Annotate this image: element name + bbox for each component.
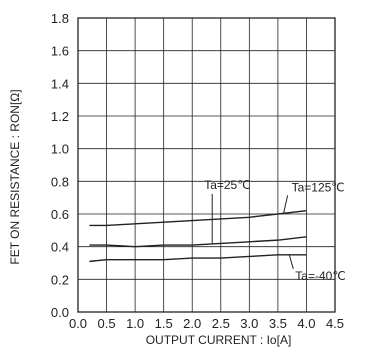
x-tick-label: 4.5 <box>326 316 344 331</box>
y-tick-label: 1.0 <box>51 142 69 157</box>
y-tick-label: 1.6 <box>51 44 69 59</box>
x-tick-label: 1.5 <box>155 316 173 331</box>
y-tick-label: 1.8 <box>51 11 69 26</box>
x-tick-label: 0.0 <box>69 316 87 331</box>
series-lines <box>89 210 307 263</box>
y-tick-labels: 0.0 0.2 0.4 0.6 0.8 1.0 1.2 1.4 1.6 1.8 <box>51 11 69 320</box>
plot-frame <box>77 17 336 313</box>
series-annotation: Ta=-40℃ <box>295 269 346 283</box>
y-tick-label: 0.4 <box>51 240 69 255</box>
x-tick-label: 4.0 <box>297 316 315 331</box>
annotation-leader <box>283 195 289 214</box>
series-line <box>89 236 307 248</box>
x-tick-labels: 0.0 0.5 1.0 1.5 2.0 2.5 3.0 3.5 4.0 4.5 <box>69 316 344 331</box>
x-tick-label: 1.0 <box>126 316 144 331</box>
y-tick-label: 0.0 <box>51 305 69 320</box>
series-line <box>89 254 307 263</box>
x-axis-label: OUTPUT CURRENT : Io[A] <box>146 333 292 347</box>
x-tick-label: 2.0 <box>183 316 201 331</box>
annotation-leader <box>288 254 294 269</box>
x-tick-label: 3.0 <box>240 316 258 331</box>
y-tick-label: 0.6 <box>51 207 69 222</box>
y-tick-label: 1.2 <box>51 109 69 124</box>
y-tick-label: 0.2 <box>51 272 69 287</box>
series-annotation: Ta=125℃ <box>292 180 345 194</box>
y-tick-label: 1.4 <box>51 76 69 91</box>
x-tick-label: 3.5 <box>269 316 287 331</box>
series-line <box>89 210 307 227</box>
y-tick-label: 0.8 <box>51 174 69 189</box>
y-axis-label: FET ON RESISTANCE : RON[Ω] <box>8 89 22 264</box>
series-annotation: Ta=25℃ <box>204 178 251 192</box>
x-tick-label: 2.5 <box>212 316 230 331</box>
x-tick-label: 0.5 <box>98 316 116 331</box>
annotations: Ta=25℃ Ta=125℃ Ta=-40℃ <box>204 178 346 283</box>
